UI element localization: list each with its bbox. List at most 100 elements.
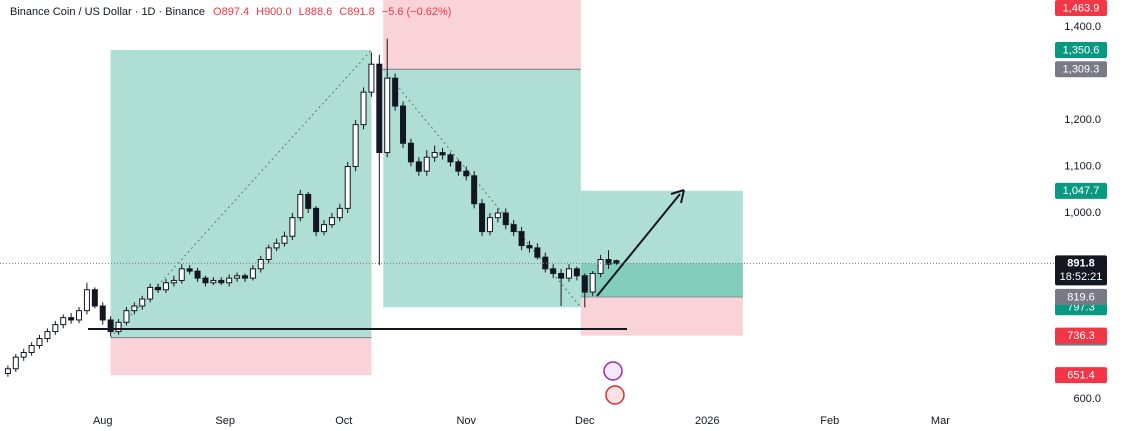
arrow-head [670, 189, 685, 204]
candle-body [91, 289, 98, 307]
ohlc-value: L888.6 [299, 6, 333, 18]
candle-body [36, 338, 43, 347]
candle-body [368, 63, 375, 93]
candle-body [415, 161, 422, 172]
candle-body [534, 247, 541, 258]
drawings [88, 189, 685, 405]
candle-body [400, 105, 407, 144]
price-label-bg [1055, 288, 1107, 305]
candle-body [328, 217, 335, 226]
candle-body [565, 268, 572, 279]
ohlc-legend: O897.4 H900.0 L888.6 C891.8 −5.6 (−0.62%) [213, 6, 451, 18]
candle-body [210, 279, 217, 284]
candle-body [597, 259, 604, 274]
candle-body [313, 207, 320, 233]
candle-body [502, 212, 509, 226]
candle-body [518, 231, 525, 247]
candle-body [186, 268, 193, 272]
x-tick-label: Nov [456, 415, 476, 427]
candle-body [392, 77, 399, 107]
candle-body [297, 193, 304, 219]
event-icon[interactable] [603, 361, 623, 381]
price-label: 736.3 [1067, 330, 1095, 342]
flag-icon[interactable] [605, 385, 625, 405]
price-label: 1,463.9 [1063, 2, 1100, 14]
candle-body [226, 277, 233, 284]
candle-body [589, 272, 596, 293]
candle-body [28, 345, 35, 354]
y-tick-label: 1,400.0 [1064, 21, 1101, 33]
candle-body [439, 152, 446, 156]
candle-body [281, 235, 288, 244]
candle-body [494, 212, 501, 219]
candle-body [123, 310, 130, 323]
candles [4, 38, 620, 377]
candle-body [558, 272, 565, 279]
countdown: 18:52:21 [1060, 271, 1103, 283]
candle-body [12, 356, 19, 370]
candle-body [202, 277, 209, 284]
profit-zone [110, 49, 372, 338]
candle-body [344, 166, 351, 209]
open-pnl-zone [580, 263, 743, 297]
candle-body [336, 207, 343, 219]
candle-body [178, 268, 185, 281]
x-tick-label: Aug [93, 415, 113, 427]
price-label: 651.4 [1067, 370, 1095, 382]
price-label-bg [1055, 327, 1107, 344]
candle-body [305, 193, 312, 209]
price-label: 819.6 [1067, 291, 1095, 303]
loss-zone [383, 0, 581, 70]
candle-body [44, 331, 51, 340]
candle-body [265, 247, 272, 261]
loss-zone [110, 337, 372, 376]
ohlc-value: C891.8 [339, 6, 374, 18]
y-tick-label: 1,100.0 [1064, 160, 1101, 172]
candle-body [605, 259, 612, 265]
candle-body [455, 161, 462, 172]
candle-body [573, 268, 580, 277]
candle-body [68, 317, 75, 321]
y-tick-label: 1,000.0 [1064, 207, 1101, 219]
candle-body [321, 224, 328, 233]
price-axis: Aug Sep Oct Nov Dec 2026 Feb Mar 1,400.0 1,200.0 1… [0, 0, 1107, 427]
price-label-bg [1055, 61, 1107, 78]
candle-body [526, 245, 533, 249]
candle-body [99, 305, 106, 321]
candle-body [4, 368, 11, 374]
y-tick-label: 1,200.0 [1064, 114, 1101, 126]
candle-body [115, 321, 122, 333]
price-label: 1,309.3 [1063, 64, 1100, 76]
x-tick-label: 2026 [695, 415, 719, 427]
candle-body [486, 217, 493, 233]
ohlc-value: −5.6 (−0.62%) [382, 6, 452, 18]
price-label-bg [1055, 182, 1107, 199]
candle-body [542, 256, 549, 270]
candle-body [360, 91, 367, 126]
candle-body [479, 203, 486, 233]
candle-body [289, 217, 296, 237]
candle-body [352, 124, 359, 168]
candle-body [447, 154, 454, 163]
candle-body [471, 175, 478, 205]
price-label: 1,047.7 [1063, 185, 1100, 197]
ohlc-value: H900.0 [256, 6, 291, 18]
candle-body [273, 242, 280, 249]
candle-body [20, 352, 27, 358]
price-label: 1,350.6 [1063, 44, 1100, 56]
last-price-bg [1055, 255, 1107, 286]
candle-body [194, 270, 201, 279]
candle-body [581, 275, 588, 293]
symbol: Binance Coin / US Dollar · 1D · Binance [10, 6, 205, 18]
candle-body [257, 259, 264, 270]
candle-body [384, 77, 391, 154]
x-tick-label: Sep [215, 415, 235, 427]
ohlc-value: O897.4 [213, 6, 249, 18]
candle-body [218, 279, 225, 284]
x-tick-label: Dec [575, 415, 595, 427]
arrow-line [596, 193, 681, 297]
candle-body [170, 279, 177, 284]
price-label-bg [1055, 0, 1107, 16]
candle-body [249, 268, 256, 279]
candle-body [431, 152, 438, 158]
